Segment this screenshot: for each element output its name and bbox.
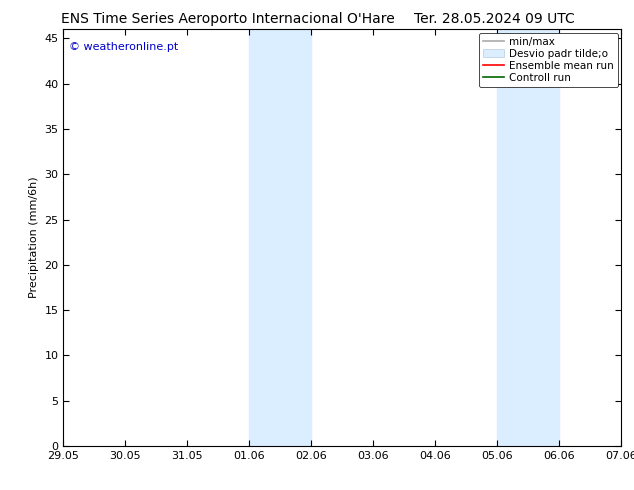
Bar xyxy=(249,29,311,446)
Bar xyxy=(497,29,559,446)
Text: Ter. 28.05.2024 09 UTC: Ter. 28.05.2024 09 UTC xyxy=(414,12,575,26)
Legend: min/max, Desvio padr tilde;o, Ensemble mean run, Controll run: min/max, Desvio padr tilde;o, Ensemble m… xyxy=(479,32,618,87)
Text: © weatheronline.pt: © weatheronline.pt xyxy=(69,42,178,52)
Text: ENS Time Series Aeroporto Internacional O'Hare: ENS Time Series Aeroporto Internacional … xyxy=(61,12,395,26)
Y-axis label: Precipitation (mm/6h): Precipitation (mm/6h) xyxy=(29,177,39,298)
